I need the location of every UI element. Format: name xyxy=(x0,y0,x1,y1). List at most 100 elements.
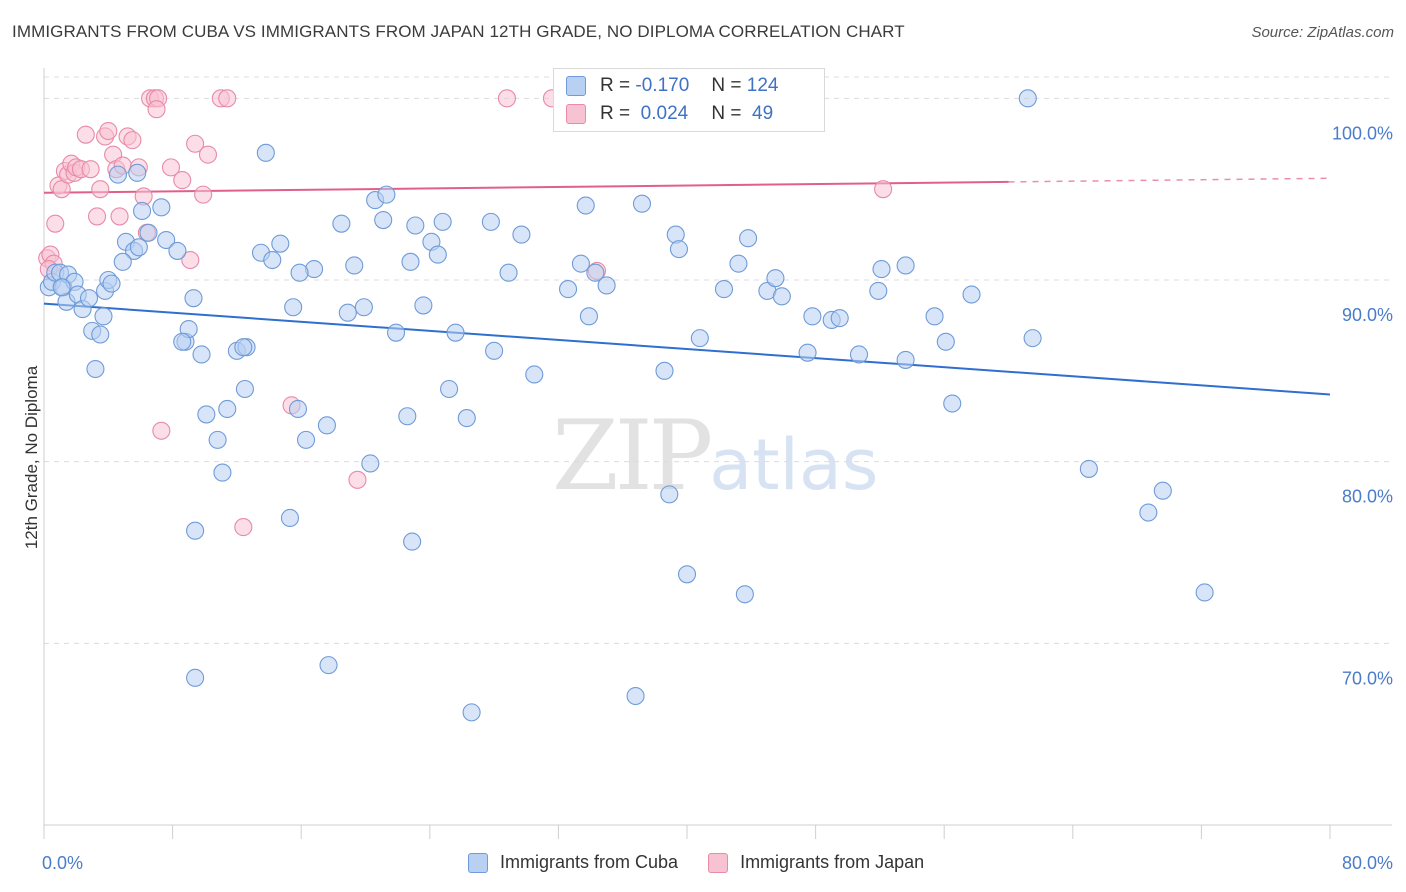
cuba-point xyxy=(52,278,71,297)
cuba-point xyxy=(79,289,99,308)
japan-point xyxy=(234,518,253,537)
cuba-point xyxy=(632,194,652,213)
cuba-point xyxy=(338,303,357,322)
cuba-point xyxy=(849,345,869,364)
legend-r-label: R = xyxy=(600,75,631,96)
cuba-point xyxy=(735,585,754,604)
cuba-point xyxy=(108,165,127,184)
cuba-point xyxy=(525,365,544,384)
cuba-point xyxy=(157,230,176,250)
cuba-point xyxy=(94,307,113,326)
cuba-point xyxy=(192,345,211,364)
cuba-point xyxy=(803,307,822,326)
cuba-point xyxy=(113,252,132,271)
japan-point xyxy=(181,250,200,270)
y-tick-label: 70.0% xyxy=(1342,668,1393,688)
japan-point xyxy=(110,207,129,226)
cuba-point xyxy=(256,143,275,162)
series-label-cuba: Immigrants from Cuba xyxy=(500,852,679,872)
legend-n-label: N = xyxy=(711,103,742,124)
series-swatch-cuba xyxy=(468,852,488,873)
japan-point xyxy=(198,145,218,164)
japan-point xyxy=(123,131,142,150)
cuba-point xyxy=(571,254,590,273)
japan-point xyxy=(147,100,166,119)
cuba-point xyxy=(1195,583,1214,602)
cuba-point xyxy=(319,656,338,675)
cuba-point xyxy=(896,256,915,275)
cuba-point xyxy=(284,298,303,317)
cuba-point xyxy=(234,338,253,357)
japan-points xyxy=(38,89,893,537)
japan-point xyxy=(46,214,65,233)
trend-lines xyxy=(43,177,1331,396)
series-legend-cuba[interactable]: Immigrants from Cuba xyxy=(468,852,678,873)
japan-point xyxy=(874,180,893,199)
japan-point xyxy=(497,89,517,108)
cuba-point xyxy=(428,245,447,264)
legend-r-label: R = xyxy=(600,103,631,124)
cuba-point xyxy=(271,234,290,253)
cuba-point xyxy=(377,185,396,204)
cuba-point xyxy=(869,281,888,300)
cuba-point xyxy=(669,240,689,259)
series-swatch-japan xyxy=(708,852,729,873)
cuba-point xyxy=(1153,481,1172,500)
cuba-point xyxy=(1018,89,1037,108)
cuba-point xyxy=(374,211,393,230)
cuba-point xyxy=(446,323,465,342)
cuba-point xyxy=(290,263,309,282)
japan-point xyxy=(81,160,100,179)
japan-point xyxy=(186,134,205,153)
cuba-point xyxy=(714,280,734,299)
cuba-point xyxy=(208,430,227,449)
cuba-point xyxy=(597,276,616,295)
japan-point xyxy=(99,121,118,141)
japan-point xyxy=(91,180,110,199)
cuba-point xyxy=(766,269,785,288)
cuba-point xyxy=(457,409,476,428)
series-label-japan: Immigrants from Japan xyxy=(740,852,925,872)
cuba-point xyxy=(213,463,232,482)
y-tick-label: 90.0% xyxy=(1342,305,1393,325)
legend-row-cuba: R = -0.170 N = 124 xyxy=(566,73,778,99)
cuba-point xyxy=(962,285,981,304)
cuba-point xyxy=(361,454,380,473)
cuba-point xyxy=(462,703,481,722)
cuba-point xyxy=(739,229,758,248)
japan-point xyxy=(173,171,192,190)
series-legend-japan[interactable]: Immigrants from Japan xyxy=(708,852,924,873)
cuba-point xyxy=(586,263,605,282)
cuba-point xyxy=(86,359,105,379)
grid-lines xyxy=(44,76,1392,644)
japan-point xyxy=(152,421,171,440)
cuba-point xyxy=(433,212,452,231)
cuba-point xyxy=(401,252,420,271)
cuba-point xyxy=(152,198,171,217)
cuba-point xyxy=(872,260,891,279)
legend-swatch-japan xyxy=(566,104,586,124)
legend-r-value-cuba: -0.170 xyxy=(635,75,690,96)
cuba-point xyxy=(896,350,915,369)
legend-row-japan: R = 0.024 N = 49 xyxy=(566,101,773,127)
axis-labels: 70.0% 80.0% 90.0% 100.0% 0.0% 80.0% 12th Grade… xyxy=(22,123,1393,873)
japan-point xyxy=(218,89,237,108)
legend-swatch-cuba xyxy=(566,76,586,96)
cuba-point xyxy=(1139,503,1158,522)
cuba-point xyxy=(512,225,531,244)
cuba-point xyxy=(398,407,417,426)
y-axis-label: 12th Grade, No Diploma xyxy=(22,365,41,549)
cuba-point xyxy=(386,323,406,342)
cuba-point xyxy=(184,289,203,308)
japan-point xyxy=(76,125,95,144)
chart-title: IMMIGRANTS FROM CUBA VS IMMIGRANTS FROM … xyxy=(12,22,905,41)
x-tick-label: 0.0% xyxy=(42,853,83,873)
source-credit: Source: ZipAtlas.com xyxy=(1251,24,1394,41)
axes xyxy=(43,68,1392,839)
legend-n-value-japan: 49 xyxy=(746,103,774,124)
cuba-point xyxy=(173,332,192,351)
cuba-point xyxy=(481,212,500,231)
japan-point xyxy=(348,470,367,489)
cuba-point xyxy=(263,250,282,270)
